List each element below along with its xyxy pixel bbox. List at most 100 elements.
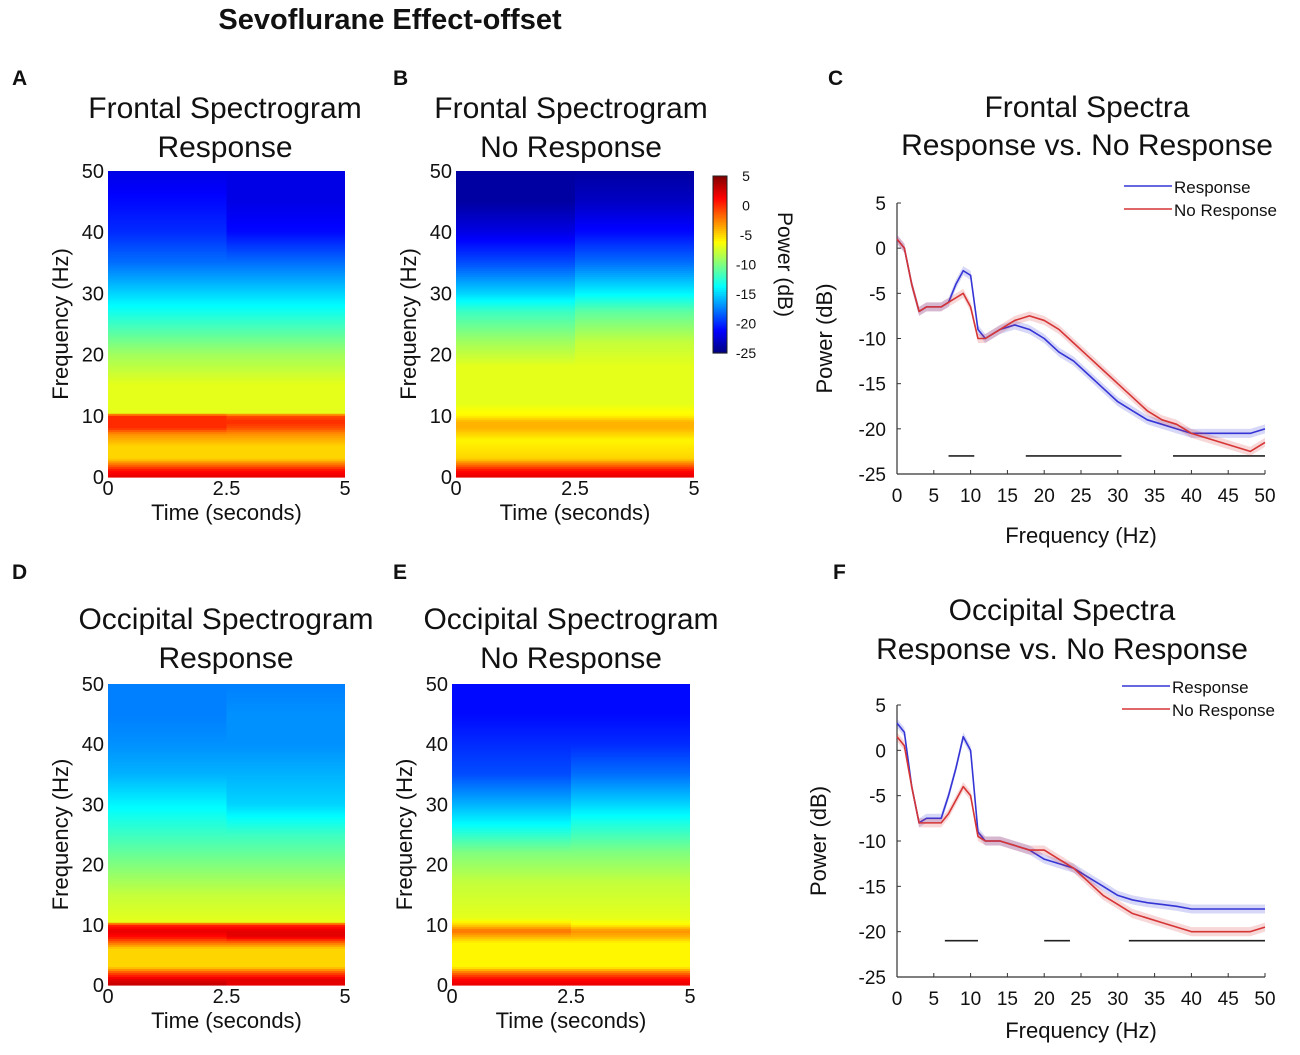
heatmap-cell-a <box>226 205 345 209</box>
heatmap-cell-e <box>452 700 571 703</box>
heatmap-cell-e <box>571 704 690 707</box>
x-tick-label-b: 2.5 <box>561 478 589 500</box>
heatmap-cell-a <box>226 254 345 258</box>
series-line-c-1 <box>896 238 1266 453</box>
heatmap-cell-b <box>456 319 575 323</box>
heatmap-cell-e <box>571 976 690 980</box>
colorbar-tick-label: 0 <box>742 198 750 214</box>
heatmap-cell-a <box>226 389 345 392</box>
title-line2-f: Response vs. No Response <box>876 633 1248 666</box>
heatmap-cell-b <box>456 219 575 223</box>
colorbar-swatch <box>713 319 727 323</box>
heatmap-cell-e <box>452 764 571 767</box>
heatmap-cell-a <box>226 328 345 331</box>
heatmap-cell-b <box>575 173 694 176</box>
heatmap-cell-e <box>571 964 690 968</box>
heatmap-cell-a <box>226 385 345 388</box>
series-line-f-0 <box>896 722 1265 910</box>
heatmap-cell-a <box>108 446 227 450</box>
heatmap-cell-e <box>571 736 690 739</box>
heatmap-cell-b <box>456 228 575 231</box>
heatmap-cell-b <box>456 275 575 278</box>
heatmap-cell-b <box>575 415 694 419</box>
heatmap-cell-e <box>571 796 690 799</box>
heatmap-cell-d <box>108 974 227 978</box>
heatmap-cell-d <box>108 838 227 842</box>
heatmap-cell-d <box>226 866 345 870</box>
heatmap-cell-e <box>452 738 571 741</box>
heatmap-cell-e <box>452 768 571 771</box>
heatmap-cell-a <box>226 330 345 333</box>
heatmap-cell-e <box>571 928 690 932</box>
heatmap-cell-d <box>108 714 227 717</box>
heatmap-cell-b <box>575 264 694 268</box>
heatmap-cell-e <box>452 836 571 840</box>
heatmap-cell-e <box>452 888 571 892</box>
heatmap-cell-b <box>456 419 575 423</box>
legend-label-f: Response <box>1172 678 1249 697</box>
heatmap-cell-b <box>456 313 575 317</box>
heatmap-cell-b <box>575 175 694 178</box>
heatmap-cell-a <box>226 403 345 407</box>
heatmap-cell-d <box>226 914 345 918</box>
heatmap-cell-e <box>571 972 690 976</box>
heatmap-cell-d <box>108 794 227 797</box>
heatmap-cell-d <box>226 934 345 938</box>
heatmap-cell-e <box>571 888 690 892</box>
heatmap-cell-b <box>575 307 694 311</box>
heatmap-cell-d <box>226 746 345 749</box>
heatmap-cell-d <box>226 792 345 795</box>
heatmap-cell-e <box>452 838 571 842</box>
heatmap-cell-e <box>571 820 690 824</box>
heatmap-cell-e <box>571 734 690 737</box>
heatmap-cell-a <box>226 248 345 252</box>
heatmap-cell-a <box>108 409 227 413</box>
heatmap-cell-b <box>575 209 694 213</box>
heatmap-cell-a <box>226 297 345 301</box>
heatmap-cell-d <box>226 770 345 773</box>
heatmap-cell-b <box>575 375 694 378</box>
heatmap-cell-d <box>108 744 227 747</box>
heatmap-cell-e <box>571 752 690 755</box>
heatmap-cell-d <box>226 786 345 789</box>
heatmap-cell-a <box>226 458 345 462</box>
heatmap-cell-d <box>226 916 345 920</box>
series-line-c-0 <box>896 238 1266 435</box>
heatmap-cell-a <box>226 281 345 284</box>
heatmap-cell-b <box>456 295 575 299</box>
heatmap-cell-e <box>452 882 571 886</box>
heatmap-cell-e <box>571 870 690 874</box>
heatmap-cell-d <box>108 732 227 735</box>
x-axis-label-a: Time (seconds) <box>151 500 302 525</box>
heatmap-cell-e <box>452 958 571 962</box>
legend-label-c: Response <box>1174 178 1251 197</box>
colorbar-swatch <box>713 242 727 246</box>
heatmap-cell-e <box>571 694 690 697</box>
colorbar-swatch <box>713 207 727 211</box>
heatmap-cell-b <box>456 309 575 313</box>
heatmap-cell-b <box>456 215 575 219</box>
heatmap-cell-a <box>108 181 227 184</box>
heatmap-cell-d <box>226 784 345 787</box>
heatmap-cell-e <box>452 782 571 785</box>
heatmap-cell-e <box>571 896 690 900</box>
heatmap-cell-e <box>571 832 690 836</box>
heatmap-cell-a <box>108 411 227 415</box>
heatmap-cell-e <box>571 852 690 856</box>
title-line2-b: No Response <box>480 131 662 164</box>
heatmap-cell-e <box>452 894 571 898</box>
heatmap-cell-e <box>571 952 690 956</box>
heatmap-cell-d <box>226 844 345 848</box>
heatmap-cell-e <box>452 840 571 844</box>
heatmap-cell-a <box>226 446 345 450</box>
heatmap-cell-a <box>108 397 227 401</box>
heatmap-cell-a <box>108 285 227 288</box>
heatmap-cell-a <box>226 299 345 303</box>
x-axis-label-f: Frequency (Hz) <box>1005 1018 1157 1043</box>
title-line1-b: Frontal Spectrogram <box>434 92 707 125</box>
heatmap-cell-b <box>575 405 694 409</box>
heatmap-cell-b <box>575 289 694 292</box>
heatmap-cell-d <box>108 928 227 932</box>
heatmap-cell-b <box>456 430 575 433</box>
heatmap-cell-b <box>456 454 575 458</box>
